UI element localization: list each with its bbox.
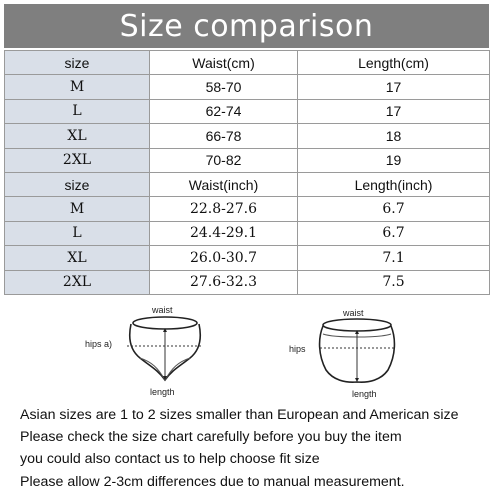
- waist-cell: 27.6-32.3: [149, 269, 298, 295]
- length-cm-header: Length(cm): [297, 49, 490, 76]
- length-inch-header: Length(inch): [297, 171, 490, 198]
- note-line: you could also contact us to help choose…: [20, 451, 320, 468]
- note-line: Please allow 2-3cm differences due to ma…: [20, 473, 405, 490]
- size-header: size: [4, 49, 150, 76]
- note-line: Asian sizes are 1 to 2 sizes smaller tha…: [20, 407, 459, 423]
- size-table: size Waist(cm) Length(cm) M 58-70 17 L 6…: [4, 49, 490, 295]
- waist-inch-header: Waist(inch): [149, 171, 298, 198]
- length-label: length: [352, 389, 377, 399]
- waist-cell: 66-78: [149, 123, 298, 149]
- table-row: L 62-74 17: [4, 98, 490, 125]
- size-header: size: [4, 171, 150, 198]
- waist-label: waist: [342, 308, 364, 318]
- hips-label: hips a): [85, 339, 112, 349]
- size-cell: L: [4, 220, 150, 247]
- length-cell: 6.7: [297, 196, 490, 222]
- brief-diagram: waist hips a) length: [85, 305, 203, 397]
- length-label: length: [150, 387, 175, 397]
- length-cell: 19: [297, 147, 490, 173]
- waist-cell: 70-82: [149, 147, 298, 173]
- inch-header-row: size Waist(inch) Length(inch): [4, 171, 490, 198]
- table-row: M 58-70 17: [4, 74, 490, 100]
- table-row: XL 26.0-30.7 7.1: [4, 245, 490, 271]
- size-cell: XL: [4, 245, 150, 271]
- waist-label: waist: [151, 305, 173, 315]
- page-title: Size comparison: [4, 4, 489, 48]
- length-cell: 6.7: [297, 220, 490, 247]
- table-row: M 22.8-27.6 6.7: [4, 196, 490, 222]
- waist-outline: [322, 318, 392, 332]
- measurement-diagrams: waist hips a) length waist hips length: [85, 305, 396, 399]
- length-cell: 7.1: [297, 245, 490, 271]
- size-cell: M: [4, 74, 150, 100]
- hips-label: hips: [289, 344, 306, 354]
- size-notes: Asian sizes are 1 to 2 sizes smaller tha…: [20, 404, 458, 493]
- length-cell: 18: [297, 123, 490, 149]
- size-cell: XL: [4, 123, 150, 149]
- waist-cell: 24.4-29.1: [149, 220, 298, 247]
- note-line: Please check the size chart carefully be…: [20, 429, 402, 446]
- size-cell: 2XL: [4, 269, 150, 295]
- size-cell: L: [4, 98, 150, 125]
- waist-cell: 26.0-30.7: [149, 245, 298, 271]
- waist-cell: 62-74: [149, 98, 298, 125]
- waist-outline: [132, 316, 198, 330]
- table-row: L 24.4-29.1 6.7: [4, 220, 490, 247]
- table-row: 2XL 70-82 19: [4, 147, 490, 173]
- boxer-diagram: waist hips length: [289, 308, 396, 399]
- size-cell: M: [4, 196, 150, 222]
- waist-cell: 22.8-27.6: [149, 196, 298, 222]
- table-row: XL 66-78 18: [4, 123, 490, 149]
- boxer-body-outline: [318, 325, 396, 383]
- waist-cell: 58-70: [149, 74, 298, 100]
- waist-cm-header: Waist(cm): [149, 49, 298, 76]
- length-cell: 17: [297, 98, 490, 125]
- cm-header-row: size Waist(cm) Length(cm): [4, 49, 490, 76]
- size-cell: 2XL: [4, 147, 150, 173]
- length-cell: 7.5: [297, 269, 490, 295]
- table-row: 2XL 27.6-32.3 7.5: [4, 269, 490, 295]
- length-cell: 17: [297, 74, 490, 100]
